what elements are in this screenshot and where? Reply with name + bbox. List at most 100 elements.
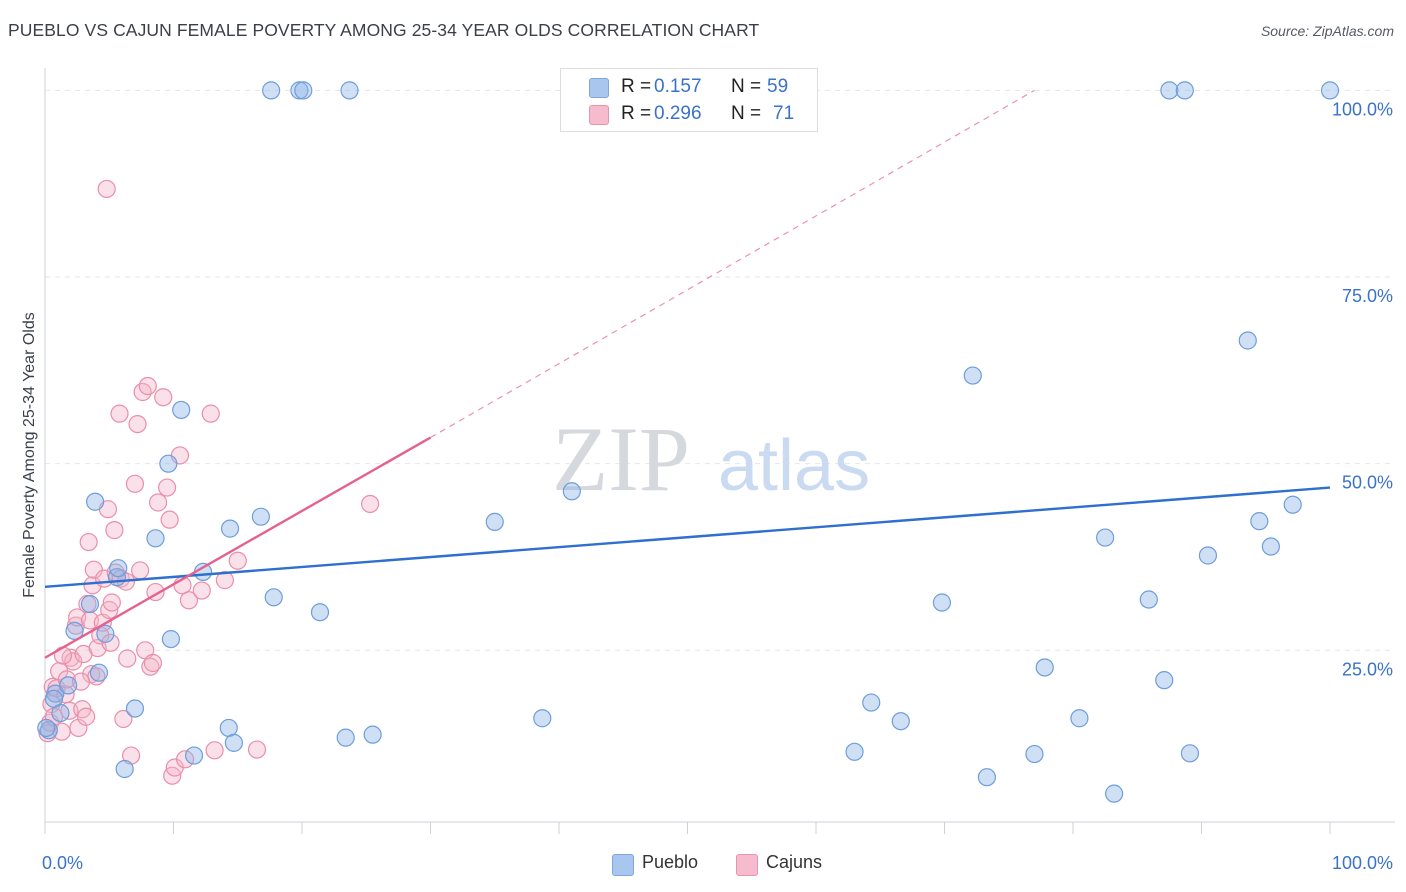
cajuns-point (128, 414, 147, 434)
cajuns-point (160, 510, 179, 529)
pueblo-point (1250, 512, 1269, 531)
pueblo-point (932, 593, 952, 612)
bottom-legend-label-pueblo: Pueblo (642, 852, 699, 872)
pueblo-point (963, 366, 982, 385)
cajuns-point (101, 633, 120, 652)
pueblo-point (862, 693, 881, 712)
pueblo-point (290, 81, 309, 100)
cajuns-point (100, 600, 119, 620)
legend-row-cajuns: R = 0.296 N = 71 (589, 101, 819, 127)
legend-r-label: R = (621, 76, 652, 97)
pueblo-point (1139, 590, 1158, 609)
cajuns-point (79, 532, 98, 552)
pueblo-point (264, 588, 283, 607)
pueblo-point (1180, 744, 1200, 763)
pueblo-point (340, 81, 359, 100)
pueblo-point (336, 728, 355, 747)
trend-lines (44, 89, 1331, 659)
pueblo-point (44, 689, 64, 708)
legend-r-label: R = (621, 103, 652, 124)
pueblo-point (115, 759, 134, 779)
pueblo-point (533, 709, 552, 728)
y-tick-label: 75.0% (1342, 286, 1393, 306)
pueblo-point (485, 512, 504, 531)
cajuns-point (215, 571, 234, 590)
pueblo-point (1035, 658, 1054, 677)
bottom-legend-swatch-pueblo (612, 854, 634, 876)
legend-n-label: N = (731, 76, 762, 97)
cajuns-point (247, 740, 267, 759)
pueblo-point (1070, 709, 1089, 728)
legend-row-pueblo: R = 0.157 N = 59 (589, 74, 819, 100)
pueblo-point (1198, 546, 1218, 565)
cajuns-point (83, 576, 102, 595)
x-tick-label-min: 0.0% (42, 853, 83, 873)
bottom-legend-label-cajuns: Cajuns (766, 852, 823, 872)
cajuns-point (77, 707, 96, 726)
pueblo-point (262, 81, 281, 100)
cajuns-point (148, 493, 168, 512)
cajuns-point (118, 649, 137, 668)
cajuns-point (105, 521, 124, 540)
pueblo-point (977, 768, 997, 787)
y-tick-label: 100.0% (1332, 99, 1393, 119)
pueblo-point (65, 621, 84, 640)
pueblo-point (220, 519, 240, 538)
trend-line-cajuns (44, 436, 432, 659)
legend-swatch-pueblo (589, 78, 609, 98)
pueblo-point (86, 492, 105, 511)
pueblo-point (251, 507, 270, 526)
series-pueblo (37, 81, 1340, 803)
pueblo-point (562, 482, 581, 501)
pueblo-point (172, 400, 191, 420)
pueblo-point (59, 676, 78, 695)
pueblo-point (125, 699, 145, 718)
trend-line-pueblo (44, 486, 1331, 589)
cajuns-point (138, 376, 157, 396)
cajuns-point (110, 404, 129, 423)
cajuns-point (228, 551, 247, 570)
pueblo-point (184, 746, 204, 765)
legend-r-value-cajuns: 0.296 (654, 103, 702, 124)
pueblo-point (1283, 495, 1302, 514)
y-tick-label: 25.0% (1342, 659, 1393, 679)
bottom-legend-swatch-cajuns (736, 854, 758, 876)
cajuns-point (125, 474, 145, 493)
pueblo-point (1096, 528, 1115, 547)
pueblo-point (159, 454, 178, 473)
cajuns-point (97, 179, 116, 199)
watermark: ZIP atlas (552, 408, 870, 510)
pueblo-point (161, 629, 181, 649)
watermark-zip: ZIP (552, 408, 690, 510)
pueblo-point (224, 733, 243, 752)
pueblo-point (1261, 537, 1280, 556)
series-cajuns (38, 179, 380, 785)
source-label: Source: ZipAtlas.com (1260, 23, 1394, 39)
pueblo-point (1320, 81, 1340, 100)
y-tick-label: 50.0% (1342, 473, 1393, 493)
pueblo-point (845, 742, 864, 761)
cajuns-point (201, 404, 220, 423)
pueblo-point (96, 624, 115, 643)
axes (44, 68, 1395, 834)
y-tick-labels: 25.0% 50.0% 75.0% 100.0% (1332, 99, 1393, 679)
cajuns-point (179, 591, 199, 610)
y-axis-label: Female Poverty Among 25-34 Year Olds (21, 312, 38, 598)
cajuns-point (64, 652, 83, 671)
pueblo-point (1155, 671, 1174, 690)
trend-extension-cajuns (430, 89, 1035, 439)
legend-swatch-cajuns (589, 105, 609, 125)
pueblo-point (1160, 81, 1179, 100)
cajuns-point (143, 653, 163, 673)
cajuns-point (175, 750, 195, 769)
pueblo-point (363, 725, 382, 744)
legend-n-label: N = (731, 103, 762, 124)
correlation-legend: R = 0.157 N = 59 R = 0.296 N = 71 (560, 68, 818, 132)
cajuns-point (84, 560, 103, 579)
pueblo-point (109, 559, 128, 578)
watermark-atlas: atlas (718, 426, 870, 506)
cajuns-point (154, 388, 173, 407)
cajuns-point (192, 581, 211, 600)
pueblo-point (1105, 784, 1124, 803)
